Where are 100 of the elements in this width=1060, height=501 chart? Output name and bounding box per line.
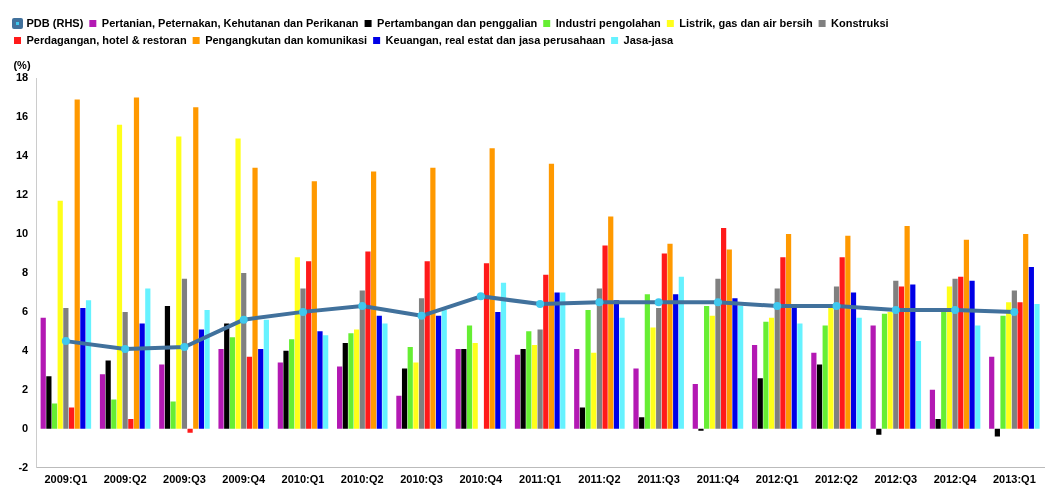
legend-label: Pengangkutan dan komunikasi bbox=[205, 33, 368, 46]
bar bbox=[822, 325, 828, 429]
bar bbox=[198, 329, 205, 429]
x-tick-label: 2010:Q2 bbox=[340, 473, 384, 486]
bar bbox=[159, 364, 165, 429]
bar bbox=[850, 292, 857, 429]
y-tick-label: 12 bbox=[15, 187, 29, 200]
y-tick-label: 8 bbox=[22, 265, 29, 278]
bar bbox=[811, 352, 817, 429]
bar bbox=[1028, 267, 1034, 429]
bar bbox=[585, 309, 591, 429]
bar bbox=[751, 345, 758, 429]
bar bbox=[791, 307, 797, 429]
x-tick-label: 2010:Q4 bbox=[459, 473, 504, 486]
x-tick-label: 2010:Q3 bbox=[400, 473, 443, 486]
bar bbox=[63, 307, 69, 429]
bar bbox=[418, 298, 425, 429]
legend-label: Pertambangan dan penggalian bbox=[377, 16, 538, 29]
bar bbox=[757, 378, 763, 429]
bar bbox=[365, 251, 371, 429]
bar bbox=[139, 323, 145, 429]
bar bbox=[797, 323, 803, 429]
bar bbox=[348, 333, 354, 429]
y-axis-title: (%) bbox=[13, 59, 31, 72]
bar bbox=[876, 428, 882, 435]
bar bbox=[1034, 304, 1040, 429]
bar bbox=[170, 401, 176, 429]
bar bbox=[68, 407, 75, 429]
y-tick-label: 2 bbox=[22, 382, 29, 395]
bar bbox=[164, 306, 171, 429]
bar bbox=[483, 263, 490, 429]
bar bbox=[283, 350, 289, 429]
bar bbox=[311, 181, 317, 429]
bar bbox=[371, 171, 377, 429]
bar bbox=[994, 428, 1000, 437]
bar bbox=[1017, 302, 1023, 429]
bar bbox=[591, 352, 597, 429]
bar bbox=[116, 124, 123, 429]
bar bbox=[407, 346, 413, 429]
bar bbox=[526, 331, 532, 429]
bar bbox=[904, 226, 910, 429]
bar bbox=[300, 288, 306, 429]
bar bbox=[845, 235, 851, 429]
legend-label: Konstruksi bbox=[831, 16, 889, 29]
bar bbox=[111, 399, 117, 429]
bar bbox=[337, 366, 343, 429]
x-tick-label: 2011:Q4 bbox=[696, 473, 740, 486]
bar bbox=[537, 329, 543, 429]
bar bbox=[51, 403, 58, 429]
bar bbox=[763, 321, 769, 429]
x-tick-label: 2012:Q3 bbox=[874, 473, 918, 486]
bar bbox=[235, 138, 241, 429]
bar bbox=[224, 323, 230, 429]
bar bbox=[946, 286, 953, 429]
bar bbox=[732, 298, 738, 429]
x-tick-label: 2013:Q1 bbox=[992, 473, 1036, 486]
bar bbox=[915, 341, 922, 429]
bar bbox=[413, 362, 419, 429]
bar bbox=[489, 148, 495, 429]
x-tick-label: 2011:Q3 bbox=[637, 473, 680, 486]
bar bbox=[359, 290, 365, 429]
y-tick-label: 18 bbox=[15, 71, 29, 84]
bar bbox=[401, 368, 408, 429]
bar bbox=[560, 292, 566, 429]
x-tick-label: 2012:Q1 bbox=[755, 473, 799, 486]
bar bbox=[543, 274, 549, 429]
bar bbox=[263, 319, 269, 429]
bar bbox=[656, 307, 662, 429]
bar bbox=[246, 356, 252, 429]
y-tick-label: 14 bbox=[15, 148, 30, 161]
bar bbox=[608, 216, 614, 429]
bar bbox=[785, 233, 792, 429]
bar bbox=[105, 360, 111, 429]
bar bbox=[596, 288, 602, 429]
bar bbox=[424, 261, 430, 429]
legend-label: Jasa-jasa bbox=[623, 33, 675, 46]
x-tick-label: 2012:Q4 bbox=[933, 473, 978, 486]
bar bbox=[969, 280, 975, 429]
bar bbox=[828, 307, 834, 429]
bar bbox=[673, 294, 679, 429]
y-tick-label: 6 bbox=[22, 304, 29, 317]
bar bbox=[952, 278, 958, 429]
bar bbox=[466, 325, 473, 429]
bar bbox=[80, 307, 86, 429]
bar bbox=[726, 249, 732, 429]
x-tick-label: 2010:Q1 bbox=[281, 473, 325, 486]
legend-label: Listrik, gas dan air bersih bbox=[679, 16, 813, 29]
bar bbox=[187, 428, 193, 433]
bar bbox=[122, 311, 128, 429]
bar bbox=[193, 107, 199, 429]
bar bbox=[99, 374, 106, 429]
bar bbox=[241, 272, 247, 429]
bar bbox=[975, 325, 981, 429]
bar bbox=[455, 348, 461, 429]
bar bbox=[531, 345, 538, 429]
bar bbox=[893, 280, 899, 429]
bar bbox=[619, 317, 625, 429]
bar bbox=[133, 97, 140, 429]
bar bbox=[833, 286, 840, 429]
bar bbox=[435, 315, 442, 429]
